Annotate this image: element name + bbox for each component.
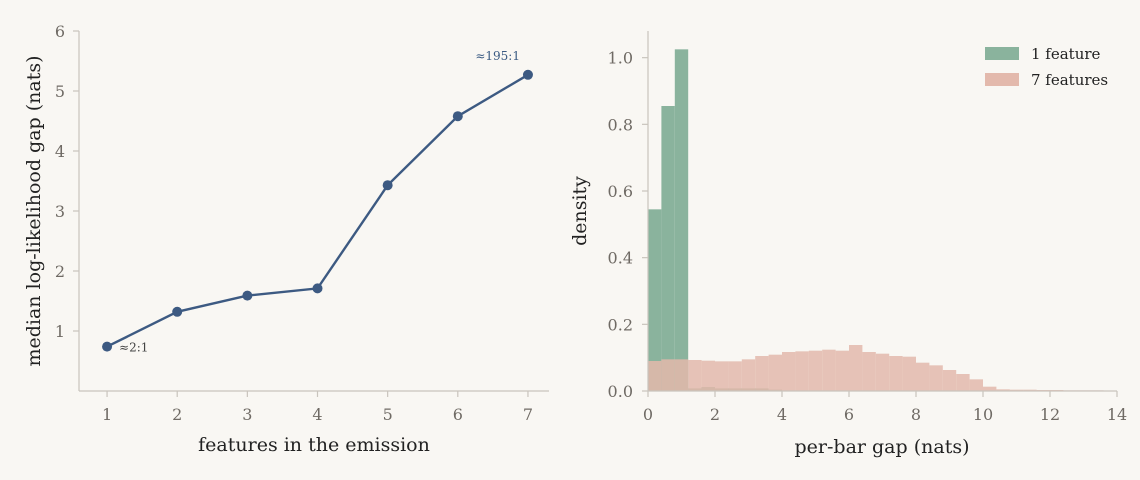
- histogram-bar: [795, 351, 809, 391]
- histogram-bar: [862, 352, 876, 391]
- left-x-tick-label: 7: [523, 405, 533, 424]
- left-chart: 1 2 3 4 5 6 7 1 2 3 4 5 6 ≈2:1 ≈195:1 features in t…: [23, 22, 549, 456]
- left-y-tick-label: 4: [55, 142, 65, 161]
- histogram-bar: [889, 356, 903, 391]
- histogram-bar: [648, 361, 662, 391]
- right-chart: 0 2 4 6 8 10 12 14 0.0 0.2 0.4 0.6 0.8 1.0 per-bar g…: [569, 31, 1127, 458]
- annotation-low: ≈2:1: [119, 341, 148, 355]
- right-y-tick-label: 0.8: [608, 115, 633, 134]
- left-y-tick-label: 2: [55, 262, 65, 281]
- left-y-tick-label: 6: [55, 22, 65, 41]
- series-point: [242, 290, 253, 301]
- right-x-tick-label: 0: [643, 405, 653, 424]
- right-y-axis-label: density: [569, 176, 591, 246]
- right-y-tick-label: 0.0: [608, 382, 633, 401]
- legend: 1 feature 7 features: [985, 45, 1108, 89]
- series-point: [382, 180, 393, 191]
- left-x-axis-label: features in the emission: [198, 434, 430, 456]
- histogram-bar: [902, 356, 916, 391]
- histogram-bar: [849, 345, 863, 391]
- histogram-bar: [1023, 389, 1037, 391]
- histogram-bar: [674, 49, 689, 391]
- histogram-bar: [688, 360, 702, 391]
- legend-swatch-1-feature: [985, 47, 1019, 60]
- histogram-bar: [728, 361, 742, 391]
- right-y-tick-label: 0.6: [608, 182, 633, 201]
- histogram-bar: [755, 356, 769, 391]
- histogram-bar: [916, 362, 930, 391]
- left-y-tick-label: 1: [55, 322, 65, 341]
- series-point: [452, 111, 463, 122]
- right-x-tick-label: 2: [710, 405, 720, 424]
- histogram-bar: [701, 360, 715, 391]
- right-y-tick-label: 1.0: [608, 49, 633, 68]
- histogram-7-features: [648, 345, 1104, 391]
- annotation-high: ≈195:1: [475, 49, 520, 63]
- left-y-tick-label: 3: [55, 202, 65, 221]
- right-y-tick-label: 0.2: [608, 315, 633, 334]
- series-point: [102, 341, 113, 352]
- right-x-tick-label: 8: [911, 405, 921, 424]
- histogram-bar: [942, 370, 957, 391]
- right-y-tick-label: 0.4: [608, 249, 633, 268]
- left-x-tick-label: 3: [242, 405, 252, 424]
- histogram-bar: [996, 389, 1010, 391]
- left-y-ticks: 1 2 3 4 5 6: [55, 22, 79, 341]
- left-x-tick-label: 4: [312, 405, 322, 424]
- histogram-bar: [741, 359, 756, 391]
- left-x-ticks: 1 2 3 4 5 6 7: [102, 391, 533, 424]
- left-x-tick-label: 2: [172, 405, 182, 424]
- histogram-bar: [983, 386, 997, 391]
- histogram-bar: [661, 359, 675, 391]
- histogram-bar: [648, 209, 662, 391]
- right-x-axis-label: per-bar gap (nats): [795, 436, 970, 458]
- histogram-bar: [715, 361, 729, 391]
- histogram-bar: [835, 350, 849, 391]
- left-x-tick-label: 6: [453, 405, 463, 424]
- left-x-tick-label: 5: [383, 405, 393, 424]
- right-x-tick-label: 12: [1040, 405, 1060, 424]
- right-x-tick-label: 10: [973, 405, 993, 424]
- histogram-bar: [808, 350, 823, 391]
- series-point: [522, 69, 533, 80]
- histogram-bar: [822, 349, 836, 391]
- left-y-axis-label: median log-likelihood gap (nats): [23, 55, 45, 366]
- right-y-ticks: 0.0 0.2 0.4 0.6 0.8 1.0: [608, 49, 648, 401]
- right-x-tick-label: 4: [777, 405, 787, 424]
- histogram-bar: [674, 359, 689, 391]
- right-x-tick-label: 6: [844, 405, 854, 424]
- histogram-bar: [768, 354, 782, 391]
- left-y-tick-label: 5: [55, 82, 65, 101]
- histogram-bar: [969, 379, 983, 391]
- legend-label-1-feature: 1 feature: [1031, 45, 1101, 63]
- right-x-tick-label: 14: [1107, 405, 1127, 424]
- series-point: [312, 283, 323, 294]
- histogram-bar: [661, 106, 675, 391]
- histogram-bar: [956, 374, 970, 391]
- series-point: [172, 306, 183, 317]
- histogram-bar: [782, 352, 796, 391]
- right-x-ticks: 0 2 4 6 8 10 12 14: [643, 391, 1127, 424]
- legend-swatch-7-features: [985, 73, 1019, 86]
- histogram-bar: [1009, 389, 1024, 391]
- series-points: [102, 69, 533, 352]
- histogram-bar: [929, 365, 943, 391]
- left-x-tick-label: 1: [102, 405, 112, 424]
- histogram-bar: [875, 353, 890, 391]
- legend-label-7-features: 7 features: [1031, 71, 1108, 89]
